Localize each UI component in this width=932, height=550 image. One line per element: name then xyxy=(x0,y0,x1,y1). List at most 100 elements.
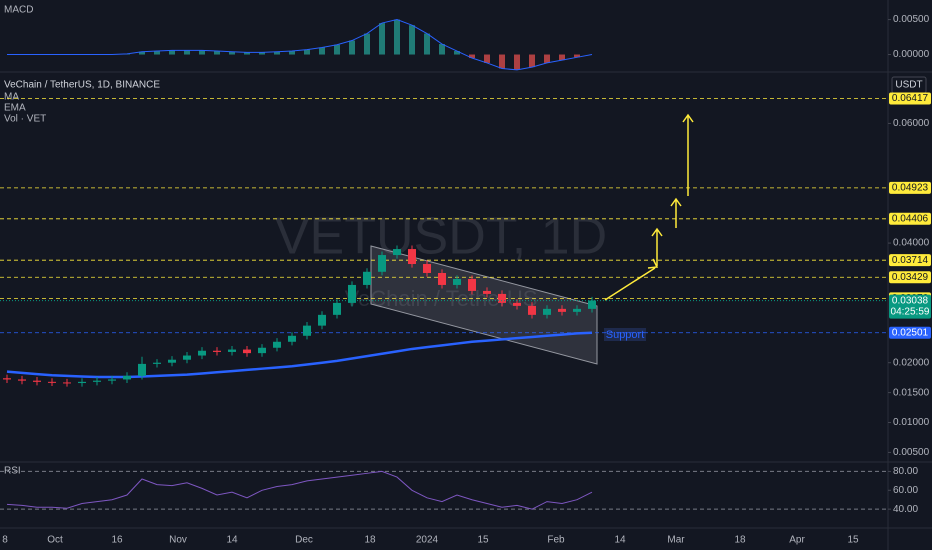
macd-hist xyxy=(409,25,415,55)
candle-body xyxy=(318,314,326,326)
candle-body xyxy=(468,278,476,291)
macd-hist xyxy=(484,54,490,63)
macd-hist xyxy=(319,47,325,55)
y-tick-label: 0.00500 xyxy=(893,447,930,458)
x-tick-label: 8 xyxy=(2,535,8,546)
level-label: 0.06417 xyxy=(892,93,929,104)
ema-line xyxy=(6,331,593,379)
x-tick-label: Apr xyxy=(789,535,805,546)
candle-body xyxy=(48,381,56,383)
level-label-box xyxy=(889,92,931,105)
y-tick-label: 0.00500 xyxy=(893,14,930,25)
last-price: 0.03038 xyxy=(892,295,929,306)
macd-hist xyxy=(544,54,550,63)
macd-hist xyxy=(259,52,265,55)
candle-body xyxy=(378,255,386,272)
x-tick-label: Nov xyxy=(169,535,187,546)
x-tick-label: Oct xyxy=(47,535,63,546)
macd-hist xyxy=(514,54,520,70)
candle-body xyxy=(153,362,161,364)
level-label: 0.02501 xyxy=(892,327,929,338)
y-tick-label: 0.00000 xyxy=(893,49,930,60)
macd-hist xyxy=(274,51,280,55)
macd-hist xyxy=(139,51,145,55)
candle-body xyxy=(63,382,71,384)
macd-hist xyxy=(529,54,535,68)
candle-body xyxy=(528,305,536,315)
macd-hist xyxy=(574,54,580,58)
macd-title: MACD xyxy=(4,5,33,16)
x-tick-label: 18 xyxy=(364,535,376,546)
y-tick-label: 60.00 xyxy=(893,485,918,496)
level-label-box xyxy=(889,326,931,339)
macd-hist xyxy=(349,40,355,55)
candle-body xyxy=(408,249,416,265)
legend-item: Vol · VET xyxy=(4,114,46,125)
x-tick-label: 2024 xyxy=(416,535,439,546)
x-tick-label: 18 xyxy=(734,535,746,546)
macd-hist xyxy=(379,23,385,55)
candle-body xyxy=(138,363,146,376)
macd-hist xyxy=(424,33,430,55)
candle-body xyxy=(273,341,281,348)
candle-body xyxy=(423,264,431,273)
level-label-box xyxy=(889,212,931,225)
candle-body xyxy=(258,347,266,354)
macd-hist xyxy=(334,44,340,55)
y-tick-label: 80.00 xyxy=(893,466,918,477)
arrows xyxy=(604,113,694,301)
x-tick-label: 16 xyxy=(111,535,123,546)
x-tick-label: 15 xyxy=(477,535,489,546)
legend-item: MA xyxy=(4,92,19,103)
rsi-title: RSI xyxy=(4,466,21,477)
macd-hist xyxy=(364,33,370,55)
x-tick-label: 14 xyxy=(226,535,238,546)
level-label: 0.04923 xyxy=(892,183,929,194)
macd-hist xyxy=(499,54,505,69)
level-label-box xyxy=(889,254,931,267)
candle-body xyxy=(228,349,236,352)
level-label: 0.03429 xyxy=(892,272,929,283)
candle-body xyxy=(183,355,191,360)
macd-hist xyxy=(439,44,445,55)
macd-hist xyxy=(304,49,310,55)
candle-body xyxy=(363,271,371,285)
candle-body xyxy=(348,284,356,303)
last-price-box xyxy=(889,294,931,319)
y-tick-label: 40.00 xyxy=(893,504,918,515)
candle-body xyxy=(168,359,176,363)
x-tick-label: Mar xyxy=(667,535,685,546)
macd-hist xyxy=(184,50,190,55)
macd-hist xyxy=(454,51,460,55)
macd-hist xyxy=(169,50,175,55)
level-label-box xyxy=(889,181,931,194)
candle-body xyxy=(198,350,206,356)
candle-body xyxy=(123,375,131,380)
y-tick-label: 0.01000 xyxy=(893,417,930,428)
candle-body xyxy=(303,325,311,336)
watermark: VETUSDT, 1D xyxy=(275,208,607,266)
x-tick-label: 14 xyxy=(614,535,626,546)
y-tick-label: 0.02000 xyxy=(893,357,930,368)
currency[interactable]: USDT xyxy=(895,80,922,91)
candle-body xyxy=(498,293,506,303)
candle-body xyxy=(93,380,101,382)
support-box xyxy=(604,328,646,341)
candle-body xyxy=(588,300,596,309)
support-label: Support xyxy=(606,329,645,341)
macd-hist xyxy=(289,51,295,55)
macd-hist xyxy=(559,54,565,61)
x-tick-label: 15 xyxy=(847,535,859,546)
candle-body xyxy=(78,381,86,384)
candle-body xyxy=(393,249,401,256)
x-tick-label: Dec xyxy=(295,535,313,546)
y-tick-label: 0.04000 xyxy=(893,238,930,249)
candle-body xyxy=(108,379,116,381)
candle-body xyxy=(558,308,566,312)
macd-hist xyxy=(214,51,220,55)
candle-body xyxy=(333,302,341,315)
macd-hist xyxy=(394,19,400,55)
